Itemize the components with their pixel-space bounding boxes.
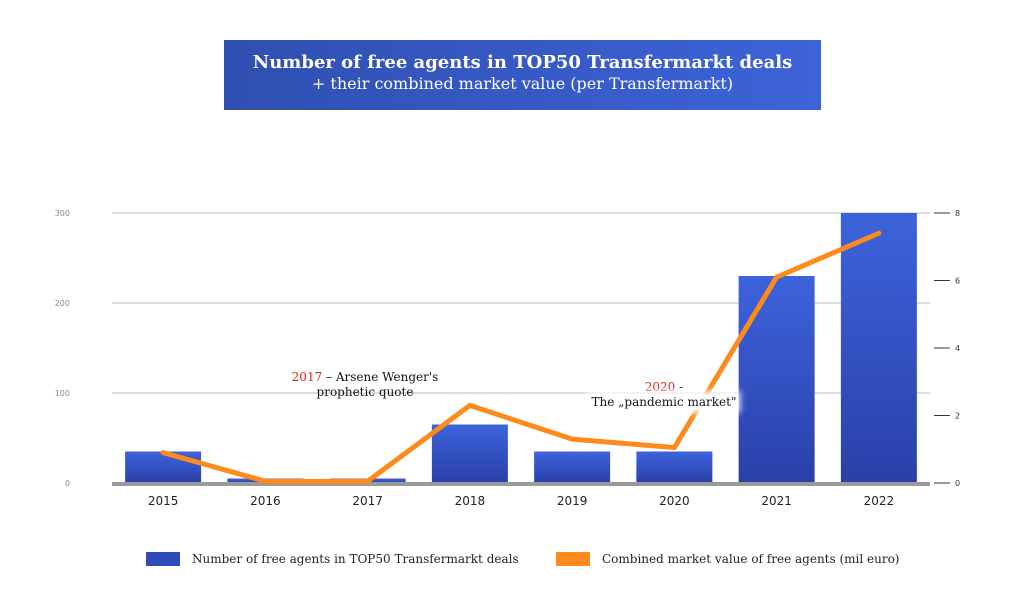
annotation-2017-year: 2017 [291,370,323,384]
y-right-tick-label: 8 [955,209,960,218]
annotation-2020-year: 2020 [644,380,676,394]
line-point [774,274,780,280]
x-tick-label: 2021 [761,494,792,508]
y-left-tick-label: 300 [55,209,70,218]
x-tick-label: 2016 [250,494,281,508]
chart-title-box: Number of free agents in TOP50 Transferm… [224,40,821,110]
line-point [365,478,371,484]
bar [636,451,713,483]
annotation-2020-text: - [675,380,684,394]
annotation-2017: 2017 – Arsene Wenger's prophetic quote [270,370,460,400]
annotation-2020-line2: The „pandemic market" [591,395,737,409]
line-point [467,402,473,408]
x-axis-baseline [112,482,930,486]
x-tick-label: 2018 [455,494,486,508]
x-tick-label: 2015 [148,494,179,508]
y-left-tick-label: 100 [55,389,70,398]
line-point [671,445,677,451]
bar [840,213,917,483]
annotation-2017-line2: prophetic quote [316,385,414,399]
bar [738,276,815,483]
y-right-tick-label: 6 [955,277,960,286]
y-left-tick-label: 0 [65,479,70,488]
chart-title: Number of free agents in TOP50 Transferm… [252,52,793,73]
legend-label-line: Combined market value of free agents (mi… [602,552,900,566]
line-point [262,478,268,484]
line-point [876,230,882,236]
legend-item-bars: Number of free agents in TOP50 Transferm… [146,552,519,566]
bar [125,451,202,483]
y-left-tick-label: 200 [55,299,70,308]
legend-swatch-bars [146,552,180,566]
x-tick-label: 2019 [557,494,588,508]
legend-swatch-line [556,552,590,566]
x-tick-label: 2017 [352,494,383,508]
x-tick-label: 2022 [864,494,895,508]
bar [534,451,611,483]
annotation-2020: 2020 - The „pandemic market" [578,380,750,410]
annotation-2017-text: – Arsene Wenger's [322,370,439,384]
bar [431,424,508,483]
line-point [569,436,575,442]
y-right-tick-label: 2 [955,412,960,421]
series-line [160,230,882,484]
line-point [160,450,166,456]
y-right-tick-label: 0 [955,479,960,488]
y-right-tick-label: 4 [955,344,960,353]
chart-subtitle: + their combined market value (per Trans… [311,74,734,93]
legend-item-line: Combined market value of free agents (mi… [556,552,900,566]
x-tick-label: 2020 [659,494,690,508]
legend-label-bars: Number of free agents in TOP50 Transferm… [192,552,519,566]
